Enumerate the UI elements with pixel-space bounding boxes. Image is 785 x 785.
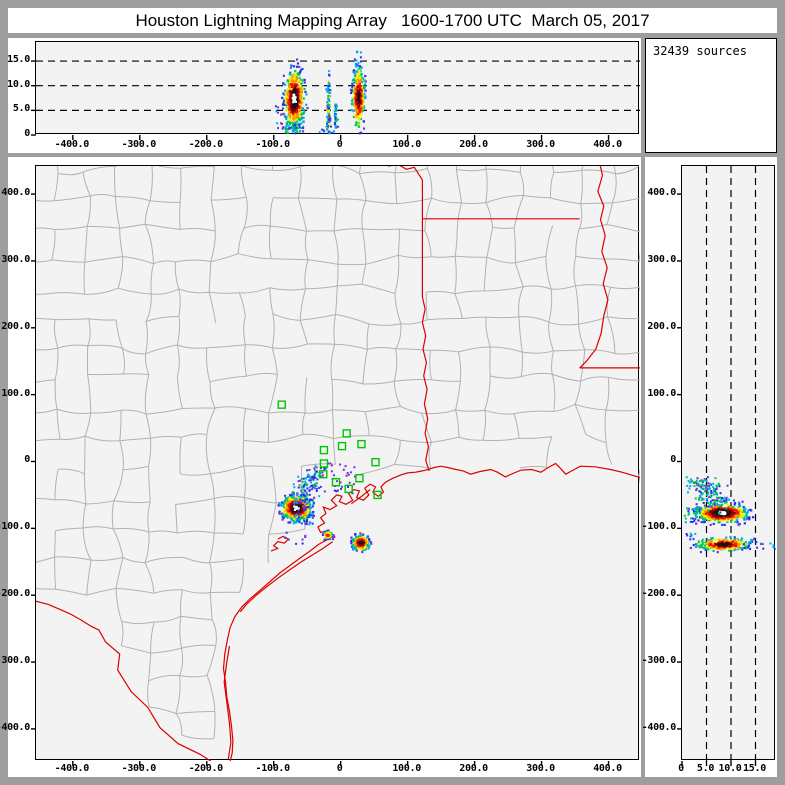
x-tick-label: 15.0 xyxy=(743,763,766,774)
alt_ns-content-layer xyxy=(683,166,776,761)
county-lines-layer xyxy=(36,166,640,740)
lightning-sources-layer xyxy=(274,50,367,135)
y-tick-label: 100.0 xyxy=(647,387,676,399)
state-borders-layer xyxy=(36,166,640,761)
y-tick-label: -400.0 xyxy=(641,721,677,733)
x-tick-label: -400.0 xyxy=(54,763,90,774)
x-tick-label: 0 xyxy=(678,763,684,774)
x-tick-label: -200.0 xyxy=(188,763,224,774)
y-tick-label: -100.0 xyxy=(0,521,30,533)
y-tick-label: -300.0 xyxy=(641,655,677,667)
y-tick-label: 0 xyxy=(24,128,30,139)
x-tick-label: 300.0 xyxy=(526,139,555,150)
x-tick-label: -100.0 xyxy=(255,139,291,150)
x-tick-label: -400.0 xyxy=(54,139,90,150)
lma-stations-layer xyxy=(277,400,382,500)
page-title: Houston Lightning Mapping Array 1600-170… xyxy=(135,10,650,30)
y-tick-label: 15.0 xyxy=(7,54,30,66)
tick-marks xyxy=(677,193,757,766)
y-tick-label: 300.0 xyxy=(1,253,30,265)
x-tick-label: -300.0 xyxy=(121,763,157,774)
panel-altitude-north-south: 0 5.0 10.0 15.0 400.0 300.0 200.0 100.0 0 -100.0 -… xyxy=(641,157,777,777)
y-tick-label: 200.0 xyxy=(647,320,676,332)
ew-altitude-plot[interactable] xyxy=(31,41,640,140)
y-tick-label: 5.0 xyxy=(12,103,30,115)
panel-source-count: 32439 sources xyxy=(645,38,777,153)
x-tick-label: 100.0 xyxy=(392,763,421,774)
x-tick-label: -100.0 xyxy=(255,763,291,774)
x-tick-label: 400.0 xyxy=(593,139,622,150)
x-tick-label: 0 xyxy=(336,139,343,150)
y-tick-label: 10.0 xyxy=(7,78,30,90)
lightning-sources-layer xyxy=(683,476,776,554)
altitude-gridlines xyxy=(36,60,640,111)
x-tick-label: 100.0 xyxy=(392,139,421,150)
panel-altitude-east-west: -400.0 -300.0 -200.0 -100.0 0 100.0 200.0 300.0… xyxy=(7,38,641,153)
source-count-label: 32439 sources xyxy=(653,44,747,58)
x-tick-label: -300.0 xyxy=(121,139,157,150)
y-tick-label: -300.0 xyxy=(0,655,30,667)
tick-marks xyxy=(31,60,610,140)
x-tick-label: 400.0 xyxy=(593,763,622,774)
x-tick-label: 10.0 xyxy=(718,763,742,774)
x-tick-label: 200.0 xyxy=(459,139,488,150)
y-tick-label: 200.0 xyxy=(1,320,30,332)
y-tick-label: 400.0 xyxy=(1,187,30,199)
y-tick-label: 400.0 xyxy=(647,187,676,199)
y-tick-label: 100.0 xyxy=(1,387,30,399)
y-tick-label: 300.0 xyxy=(647,253,676,265)
y-tick-label: 0 xyxy=(24,454,30,466)
altitude-gridlines xyxy=(705,166,757,761)
x-tick-label: 0 xyxy=(336,763,343,774)
alt_ew-content-layer xyxy=(36,50,640,135)
y-tick-label: -400.0 xyxy=(0,721,30,733)
lightning-sources-layer xyxy=(277,462,373,554)
plan-content-layer xyxy=(36,166,640,761)
y-tick-label: -200.0 xyxy=(0,588,30,600)
x-tick-label: 200.0 xyxy=(459,763,488,774)
x-tick-label: 300.0 xyxy=(526,763,555,774)
y-tick-label: -200.0 xyxy=(641,588,677,600)
y-tick-label: 0 xyxy=(670,454,676,466)
title-bar: Houston Lightning Mapping Array 1600-170… xyxy=(8,8,777,33)
plan-view-map-plot[interactable] xyxy=(31,165,640,766)
ns-altitude-plot[interactable] xyxy=(677,165,776,766)
y-tick-label: -100.0 xyxy=(641,521,677,533)
tick-marks xyxy=(31,193,610,766)
panel-plan-view: -400.0 -300.0 -200.0 -100.0 0 100.0 200.0 300.0… xyxy=(0,157,641,777)
x-tick-label: 5.0 xyxy=(696,763,715,774)
x-tick-label: -200.0 xyxy=(188,139,224,150)
